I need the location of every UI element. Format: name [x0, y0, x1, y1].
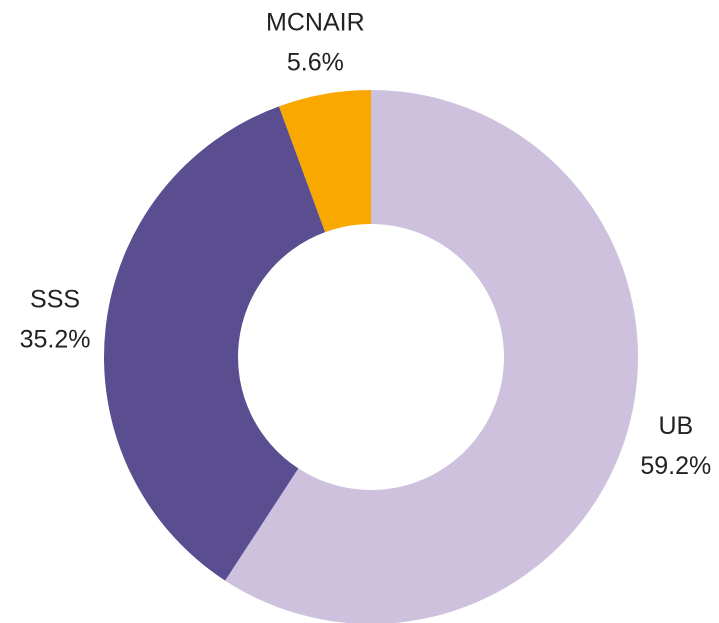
slice-label: UB — [658, 412, 693, 440]
slice-label: SSS — [30, 286, 80, 314]
value-label: 35.2% — [20, 326, 91, 354]
slice-label: MCNAIR — [266, 9, 365, 37]
donut-slice — [278, 90, 371, 233]
value-label: 59.2% — [640, 452, 711, 480]
value-label: 5.6% — [287, 49, 344, 77]
donut-slice — [225, 90, 638, 623]
donut-slice — [104, 106, 326, 581]
